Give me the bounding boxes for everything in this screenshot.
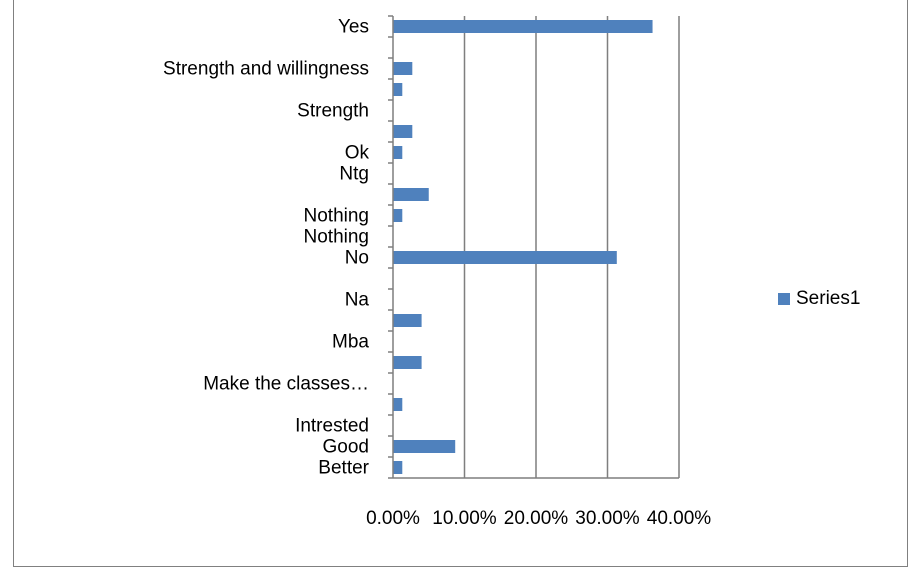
bar [393,251,617,264]
x-tick-label: 10.00% [432,508,497,529]
x-tick-label: 0.00% [366,508,420,529]
category-label: Mba [332,332,369,353]
category-label: Make the classes… [203,374,369,395]
category-label: Strength and willingness [163,59,369,80]
bar [393,440,456,453]
category-label: Nothing [304,227,370,248]
bar [393,20,653,33]
x-tick-label: 40.00% [647,508,712,529]
gridlines [463,16,680,478]
chart-frame: Better Good Intrested Make the classes… Mba N… [13,0,908,567]
category-label: Intrested [295,416,369,437]
category-label: Good [323,437,369,458]
category-label: Ntg [339,164,369,185]
category-label: Strength [297,101,369,122]
bars [393,20,653,474]
bar [393,398,403,411]
legend: Series1 [778,288,860,309]
category-label: Nothing [304,206,370,227]
bar [393,62,413,75]
x-tick-label: 30.00% [575,508,640,529]
bar [393,209,403,222]
x-tick-label: 20.00% [504,508,569,529]
legend-label: Series1 [796,288,860,309]
bar [393,83,403,96]
x-tick-labels: 0.00% 10.00% 20.00% 30.00% 40.00% [366,508,711,529]
bar [393,461,403,474]
legend-swatch [778,293,790,305]
bar [393,314,422,327]
bar [393,356,422,369]
category-label: Ok [345,143,370,164]
category-label: Na [345,290,370,311]
bar [393,125,413,138]
bar [393,146,403,159]
y-axis [388,15,679,479]
category-label: Better [318,458,369,479]
category-label: No [345,248,369,269]
category-label: Yes [338,17,369,38]
bar [393,188,429,201]
